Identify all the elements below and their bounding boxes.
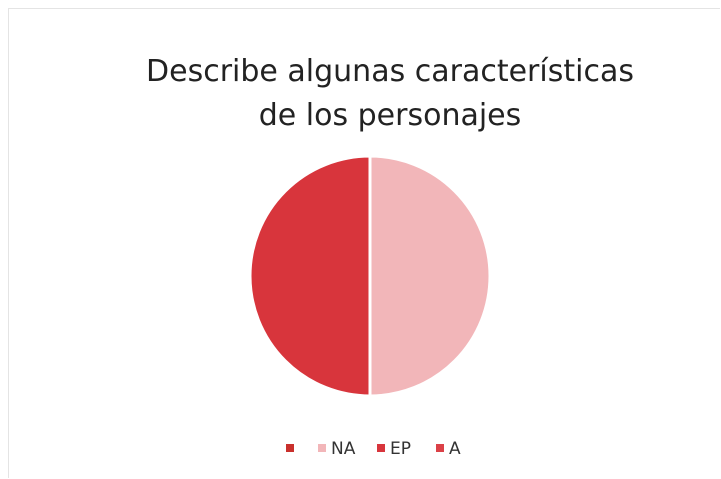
legend-label: EP <box>390 439 411 459</box>
legend-label: NA <box>331 439 356 459</box>
legend-swatch <box>436 444 444 452</box>
pie-slice <box>248 154 372 398</box>
legend-swatch <box>318 444 326 452</box>
chart-frame <box>8 8 720 478</box>
legend-label: A <box>449 439 461 459</box>
legend-swatch <box>286 444 294 452</box>
legend-swatch <box>377 444 385 452</box>
pie-slice <box>368 154 492 398</box>
chart-title: Describe algunas características de los … <box>146 54 634 133</box>
